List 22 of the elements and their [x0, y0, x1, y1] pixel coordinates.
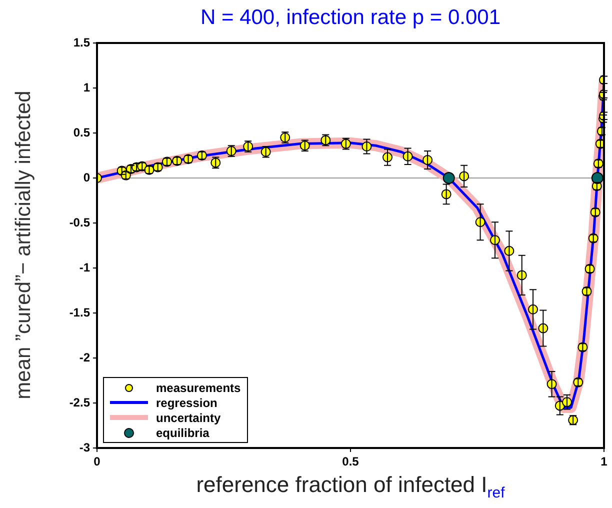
y-tick-label: 1 [83, 80, 90, 94]
x-axis-title: reference fraction of infected I$_{ref}$ [195, 472, 506, 502]
point [591, 172, 604, 184]
y-tick-label: -1 [79, 260, 90, 274]
x-tick-label: 0 [94, 454, 101, 469]
point [442, 172, 455, 184]
y-tick-label: 0 [83, 170, 90, 184]
y-tick-label: -2.5 [69, 395, 90, 410]
y-axis-title: mean ”cured”− artificially infected [12, 90, 36, 400]
y-tick-label: 1.5 [73, 35, 90, 50]
legend-label: measurements [156, 380, 241, 394]
chart-title: N = 400, infection rate p = 0.001 [199, 6, 502, 30]
x-tick-label: 0.5 [342, 454, 360, 469]
y-tick-label: -1.5 [69, 305, 90, 320]
y-tick-label: -2 [79, 350, 90, 364]
y-tick-label: -3 [79, 440, 90, 454]
y-tick-label: 0.5 [73, 125, 90, 140]
x-tick-label: 1 [600, 454, 608, 469]
legend-label: uncertainty [156, 410, 221, 424]
legend-label: regression [156, 396, 218, 410]
legend-label: equilibria [156, 426, 210, 440]
y-tick-label: -0.5 [69, 215, 90, 230]
